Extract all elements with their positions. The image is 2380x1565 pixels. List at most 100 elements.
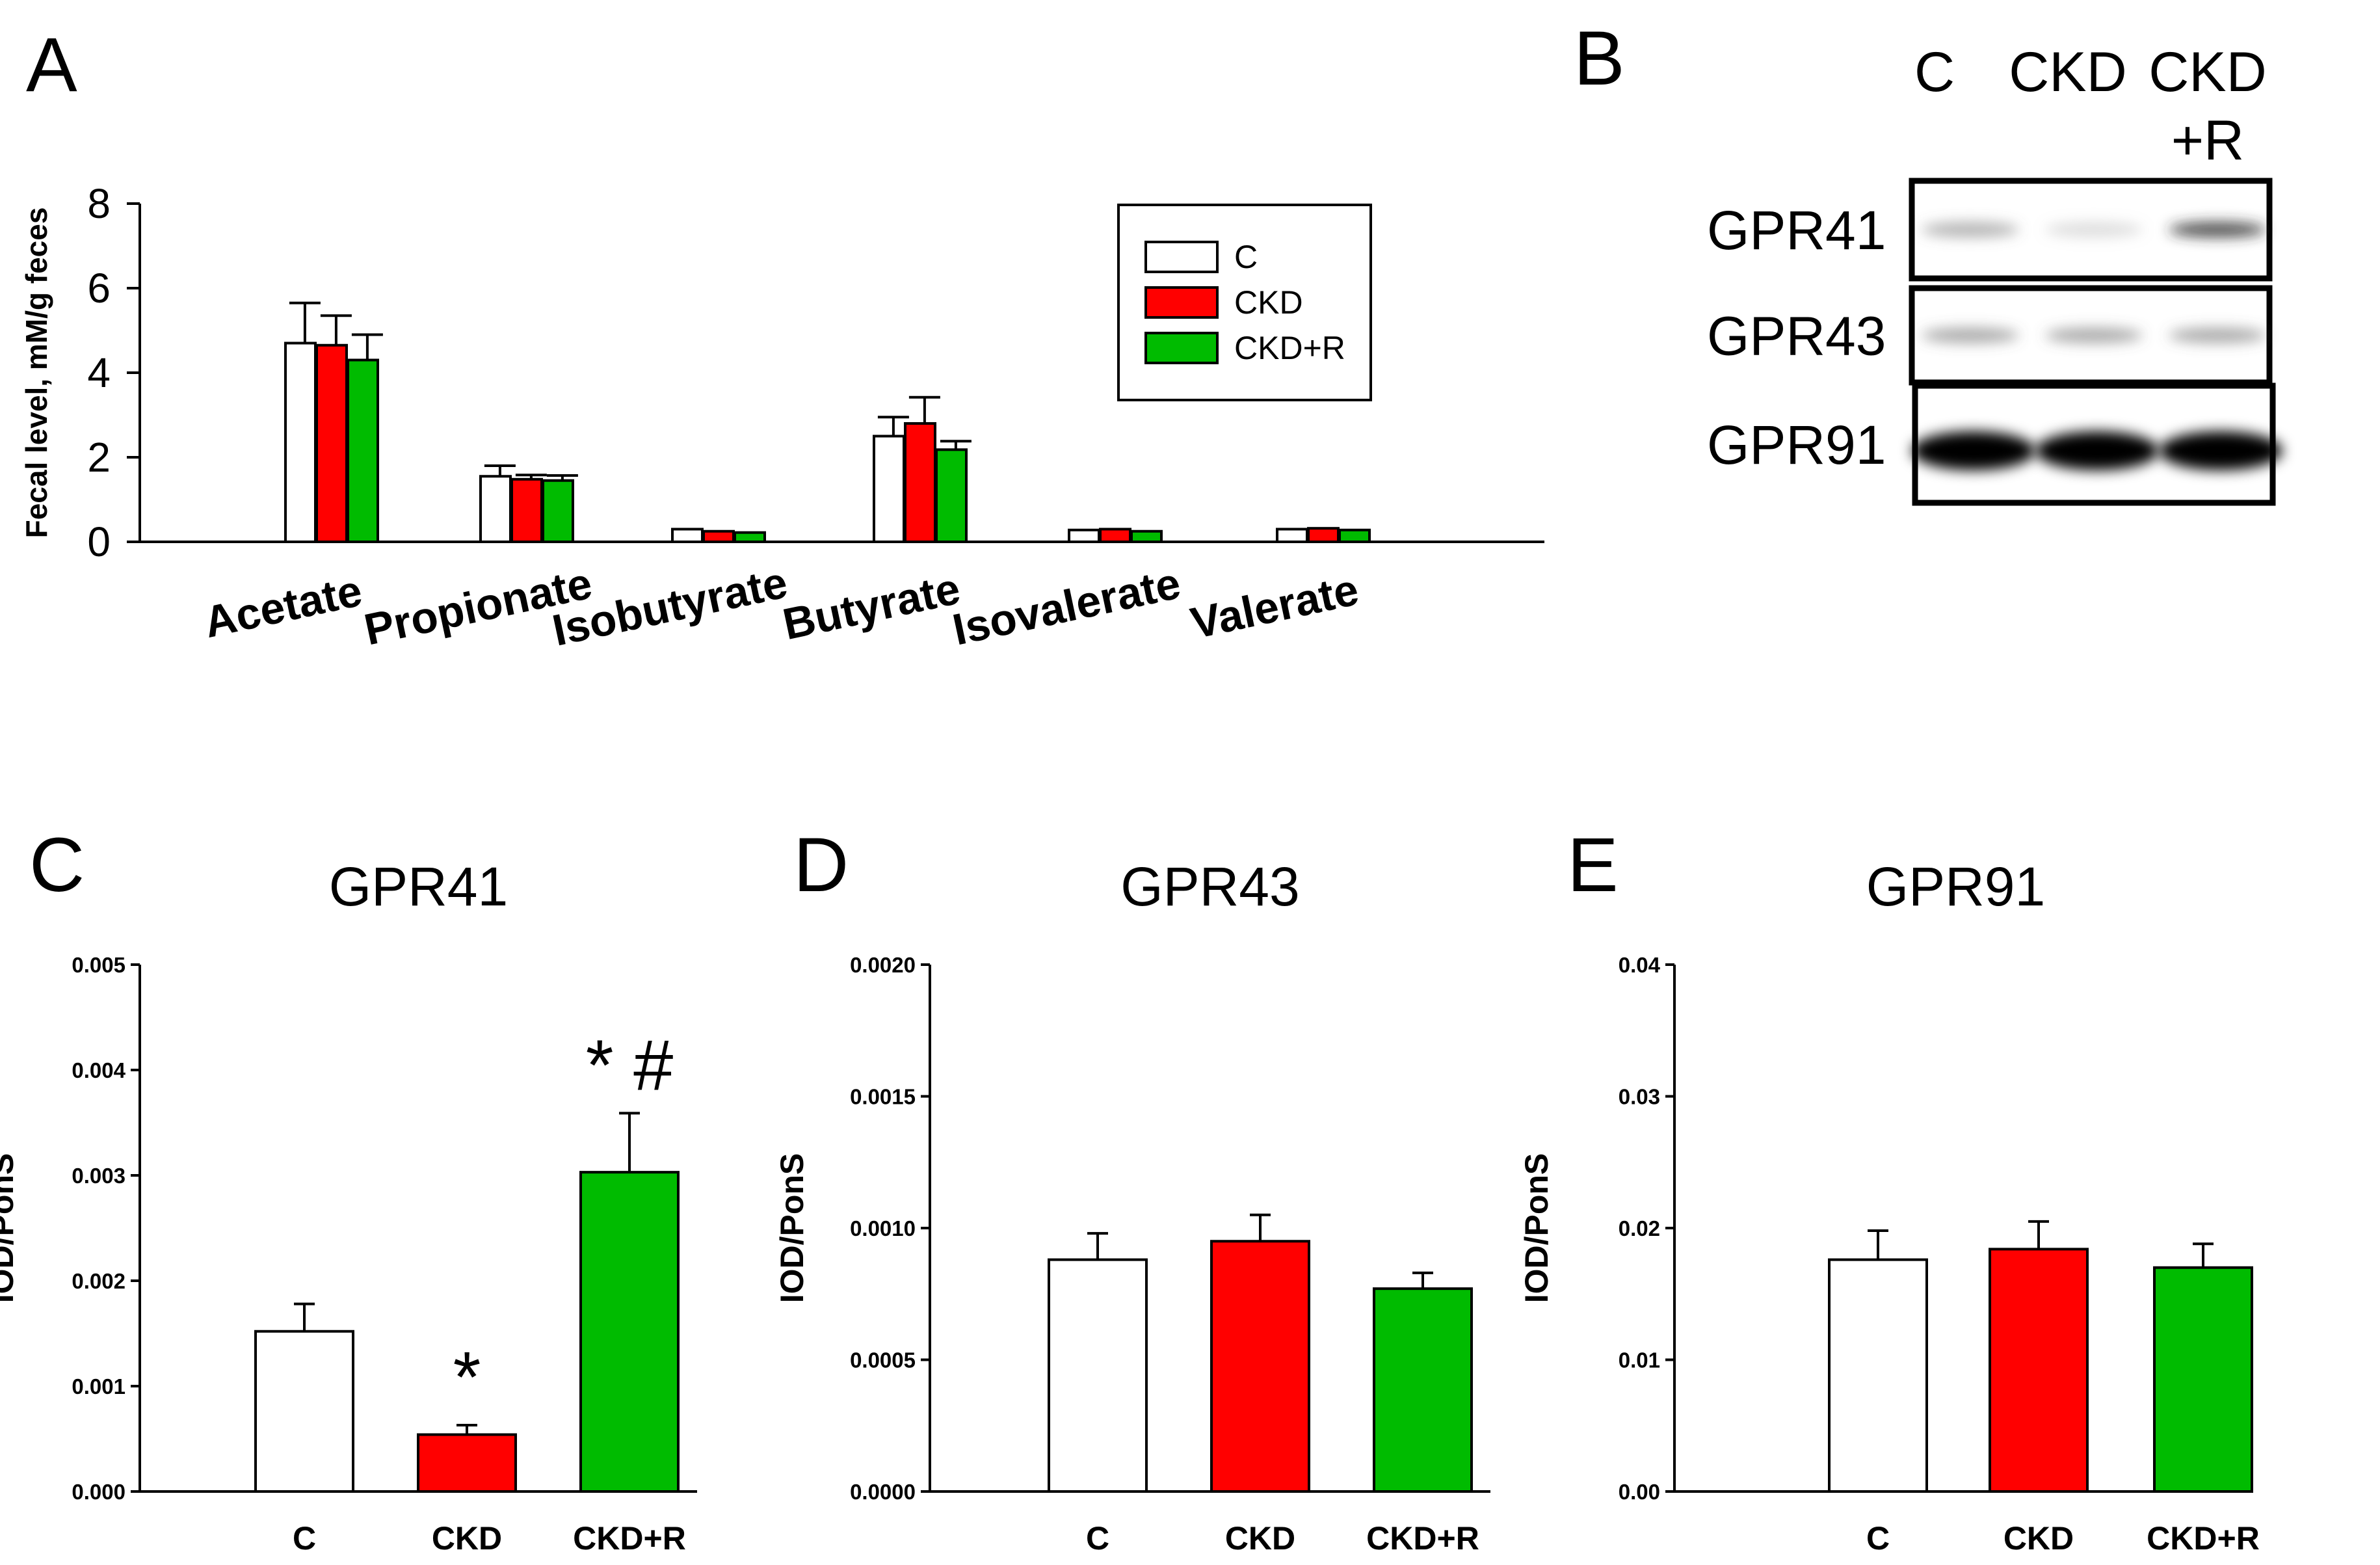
chart-e-bar-ckd-r xyxy=(2153,1266,2253,1493)
chart-a-ytick-label: 8 xyxy=(87,180,111,227)
chart-d-title: GPR43 xyxy=(1120,856,1299,917)
chart-e-gpr91: GPR91 0.00 0.01 0.02 0.03 0.04 IOD/PonS C CKD CKD… xyxy=(1518,856,2260,1557)
chart-d-category-label-ckd: CKD xyxy=(1225,1520,1295,1557)
chart-c-ytick-label: 0.003 xyxy=(72,1164,126,1188)
blot-band-gpr91-lane-0 xyxy=(1912,431,2035,470)
chart-e-bar-ckd xyxy=(1989,1248,2089,1493)
chart-c-ytick-label: 0.000 xyxy=(72,1480,126,1504)
chart-c-ylabel: IOD/PonS xyxy=(0,1153,20,1304)
chart-c-significance-ckd-r: * # xyxy=(586,1025,674,1105)
chart-a-bar-isovalerate-ckd xyxy=(1099,528,1131,543)
blot-band-gpr43-lane-2 xyxy=(2169,327,2266,343)
blot-band-gpr91-lane-1 xyxy=(2035,431,2159,470)
chart-e-ytick-label: 0.03 xyxy=(1619,1085,1660,1109)
chart-d-category-label-ckd-r: CKD+R xyxy=(1366,1520,1479,1557)
chart-a-category-label-acetate: Acetate xyxy=(200,566,366,647)
chart-d-ytick-label: 0.0010 xyxy=(850,1216,916,1240)
chart-a-ytick-label: 4 xyxy=(87,349,111,396)
blot-lane-label-2: CKD xyxy=(2149,41,2267,103)
chart-c-ytick-label: 0.005 xyxy=(72,953,126,977)
panel-letter-a: A xyxy=(26,22,77,108)
blot-band-gpr43-lane-1 xyxy=(2045,327,2143,343)
chart-c-category-label-ckd: CKD xyxy=(432,1520,502,1557)
chart-a-bar-acetate-c xyxy=(284,341,317,543)
chart-a-bar-isobutyrate-ckd-r xyxy=(734,531,766,544)
chart-c-gpr41: GPR41 0.000 0.001 0.002 0.003 0.004 0.005 IOD/P… xyxy=(0,856,697,1557)
chart-a-legend-label-c: C xyxy=(1234,239,1258,275)
chart-c-category-label-ckd-r: CKD+R xyxy=(573,1520,686,1557)
chart-a-bar-acetate-ckd-r xyxy=(347,358,379,543)
chart-e-category-label-c: C xyxy=(1866,1520,1890,1557)
chart-a-bar-propionate-ckd-r xyxy=(542,479,574,543)
chart-e-ytick-label: 0.04 xyxy=(1619,953,1661,977)
chart-a-category-label-valerate: Valerate xyxy=(1187,565,1363,649)
chart-d-ytick-label: 0.0000 xyxy=(850,1480,916,1504)
chart-a-legend-swatch-ckd xyxy=(1144,286,1219,319)
chart-e-bar-c xyxy=(1828,1258,1928,1493)
panel-letter-e: E xyxy=(1567,822,1619,908)
panel-letter-b: B xyxy=(1574,16,1625,101)
chart-a-bar-valerate-c xyxy=(1276,528,1308,543)
panel-letter-d: D xyxy=(793,822,849,908)
chart-a-bar-valerate-ckd xyxy=(1307,527,1340,544)
blot-row-label-gpr41: GPR41 xyxy=(1707,200,1886,261)
chart-a-bar-isobutyrate-ckd xyxy=(702,529,735,543)
chart-d-ytick-label: 0.0005 xyxy=(850,1348,916,1372)
chart-e-ylabel: IOD/PonS xyxy=(1518,1153,1555,1304)
chart-c-ytick-label: 0.004 xyxy=(72,1058,126,1082)
chart-e-ytick-label: 0.01 xyxy=(1619,1348,1660,1372)
blot-lane-label-0: C xyxy=(1914,41,1955,103)
chart-a-legend: C CKD CKD+R xyxy=(1117,204,1372,401)
chart-d-ylabel: IOD/PonS xyxy=(774,1153,810,1304)
chart-a-bar-butyrate-ckd-r xyxy=(935,448,968,543)
blot-lane-label-2: +R xyxy=(2171,109,2244,172)
chart-e-category-label-ckd: CKD xyxy=(2003,1520,2074,1557)
chart-d-category-label-c: C xyxy=(1086,1520,1109,1557)
chart-d-bar-c xyxy=(1048,1258,1148,1493)
chart-a-bar-butyrate-c xyxy=(873,435,905,543)
blot-band-gpr91-lane-2 xyxy=(2159,431,2282,470)
blot-band-gpr41-lane-0 xyxy=(1922,222,2019,237)
chart-d-bar-ckd-r xyxy=(1373,1287,1473,1493)
chart-c-title: GPR41 xyxy=(329,856,508,917)
chart-a-legend-swatch-c xyxy=(1144,241,1219,273)
chart-a-bar-propionate-ckd xyxy=(510,477,543,543)
chart-a-ytick-label: 2 xyxy=(87,434,111,481)
chart-a-legend-label-ckd: CKD xyxy=(1234,284,1303,321)
chart-e-ytick-label: 0.00 xyxy=(1619,1480,1660,1504)
chart-d-gpr43: GPR43 0.0000 0.0005 0.0010 0.0015 0.0020 IOD/P… xyxy=(774,856,1490,1557)
chart-a-bar-isovalerate-ckd-r xyxy=(1130,529,1163,543)
chart-e-title: GPR91 xyxy=(1866,856,2045,917)
chart-d-ytick-label: 0.0020 xyxy=(850,953,916,977)
chart-c-bar-ckd xyxy=(417,1433,517,1493)
chart-a-bar-isovalerate-c xyxy=(1068,528,1100,543)
blot-lane-label-1: CKD xyxy=(2009,41,2127,103)
chart-a-legend-swatch-ckd-r xyxy=(1144,332,1219,364)
chart-a-ytick-label: 0 xyxy=(87,518,111,565)
chart-c-bar-c xyxy=(254,1330,354,1493)
chart-e-category-label-ckd-r: CKD+R xyxy=(2147,1520,2260,1557)
panel-letter-c: C xyxy=(29,822,85,908)
blot-band-gpr41-lane-1 xyxy=(2045,222,2143,237)
chart-d-ytick-label: 0.0015 xyxy=(850,1085,916,1109)
blot-band-gpr43-lane-0 xyxy=(1922,327,2019,343)
chart-c-bar-ckd-r xyxy=(579,1171,680,1493)
chart-d-bar-ckd xyxy=(1210,1240,1310,1493)
chart-a-ylabel: Fecal level, mM/g feces xyxy=(20,207,53,539)
chart-a-ytick-label: 6 xyxy=(87,265,111,312)
chart-a-bar-valerate-ckd-r xyxy=(1338,528,1371,543)
blot-row-label-gpr91: GPR91 xyxy=(1707,414,1886,475)
blot-row-label-gpr43: GPR43 xyxy=(1707,306,1886,367)
chart-e-ytick-label: 0.02 xyxy=(1619,1216,1660,1240)
chart-a-bar-propionate-c xyxy=(479,475,512,543)
chart-a-legend-label-ckd-r: CKD+R xyxy=(1234,330,1345,366)
chart-c-significance-ckd: * xyxy=(453,1337,481,1417)
chart-a-bar-isobutyrate-c xyxy=(671,528,704,543)
blot-band-gpr41-lane-2 xyxy=(2169,222,2266,237)
chart-c-category-label-c: C xyxy=(293,1520,316,1557)
chart-a-bar-acetate-ckd xyxy=(315,343,348,543)
chart-a-category-label-butyrate: Butyrate xyxy=(778,564,964,650)
